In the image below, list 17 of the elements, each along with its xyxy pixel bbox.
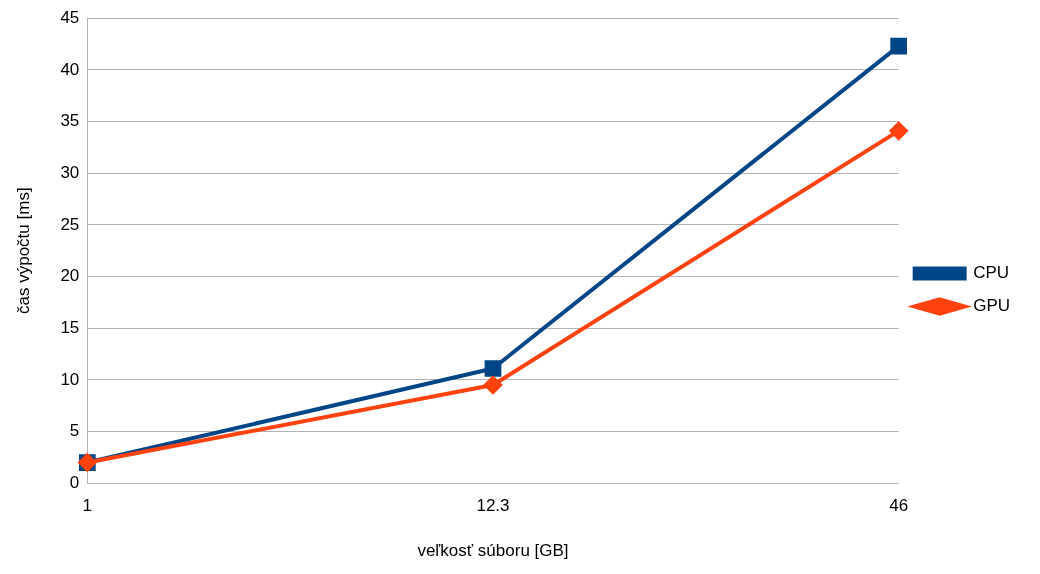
y-axis-title: čas výpočtu [ms] <box>13 187 33 314</box>
legend-label: GPU <box>973 296 1010 316</box>
x-tick-label: 12.3 <box>476 496 510 516</box>
y-tick-label: 15 <box>60 317 80 337</box>
y-tick-label: 30 <box>60 162 80 182</box>
y-tick-label: 40 <box>60 59 80 79</box>
y-tick-label: 45 <box>60 7 80 27</box>
y-tick-label: 5 <box>69 421 80 441</box>
y-tick-label: 0 <box>69 472 80 492</box>
legend-label: CPU <box>973 263 1010 283</box>
y-tick-label: 35 <box>60 111 80 131</box>
x-tick-label: 46 <box>889 496 909 516</box>
x-axis-title: veľkosť súboru [GB] <box>417 541 569 561</box>
y-tick-label: 20 <box>60 266 80 286</box>
y-tick-label: 25 <box>60 214 80 234</box>
y-tick-label: 10 <box>60 369 80 389</box>
x-tick-label: 1 <box>82 496 93 516</box>
